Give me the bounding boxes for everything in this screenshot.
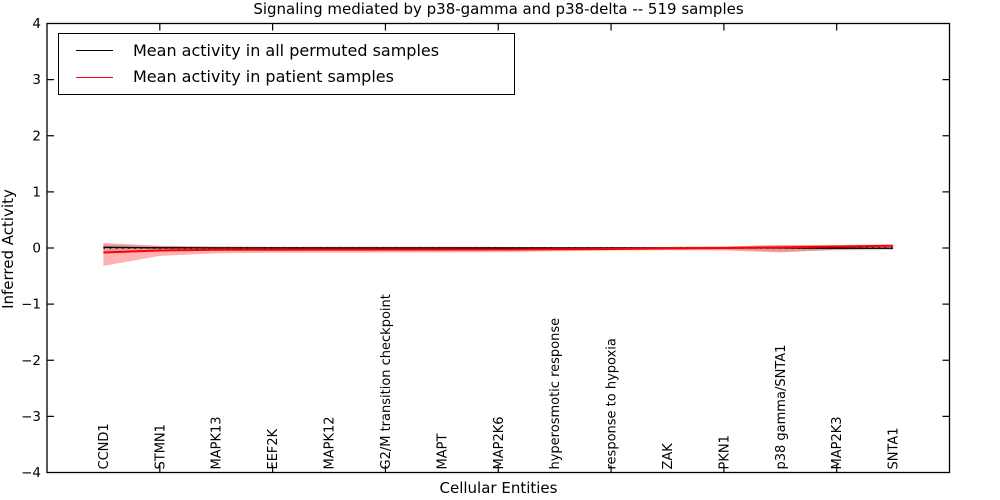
y-tick-label: −4 [21, 465, 41, 481]
y-tick-label: −2 [21, 353, 41, 369]
x-tick-label: MAP2K6 [492, 416, 507, 469]
x-tick-label: MAPK13 [210, 416, 225, 469]
y-tick-label: 4 [32, 16, 41, 32]
y-tick-label: 2 [32, 128, 41, 144]
chart-title: Signaling mediated by p38-gamma and p38-… [253, 0, 744, 18]
legend: Mean activity in all permuted samples Me… [58, 33, 515, 95]
x-tick-label: MAPT [435, 434, 450, 470]
legend-entry-permuted: Mean activity in all permuted samples [59, 41, 514, 61]
x-tick-label: ZAK [661, 443, 676, 470]
permuted-line-swatch-icon [76, 50, 113, 52]
x-tick-label: hyperosmotic response [548, 318, 563, 470]
x-tick-label: EEF2K [266, 428, 281, 469]
y-tick-label: 0 [32, 241, 41, 257]
x-tick-label: PKN1 [717, 435, 732, 469]
x-tick-label: p38 gamma/SNTA1 [774, 345, 789, 470]
y-tick-label: −1 [21, 297, 41, 313]
patient-mean-line [103, 244, 894, 254]
x-tick-label: MAPK12 [323, 416, 338, 469]
x-tick-label: MAP2K3 [830, 416, 845, 469]
y-tick-label: −3 [21, 409, 41, 425]
x-tick-label: G2/M transition checkpoint [379, 294, 394, 469]
patient-line-swatch-icon [76, 76, 113, 78]
legend-label-patient: Mean activity in patient samples [133, 67, 394, 87]
x-axis-label: Cellular Entities [439, 479, 558, 497]
x-tick-label: CCND1 [97, 423, 112, 469]
y-tick-label: 3 [32, 72, 41, 88]
x-tick-label: response to hypoxia [605, 338, 620, 469]
x-tick-label: SNTA1 [887, 427, 902, 469]
y-tick-label: 1 [32, 184, 41, 200]
x-tick-label: STMN1 [153, 424, 168, 469]
legend-label-permuted: Mean activity in all permuted samples [133, 40, 440, 60]
legend-entry-patient: Mean activity in patient samples [59, 67, 514, 87]
